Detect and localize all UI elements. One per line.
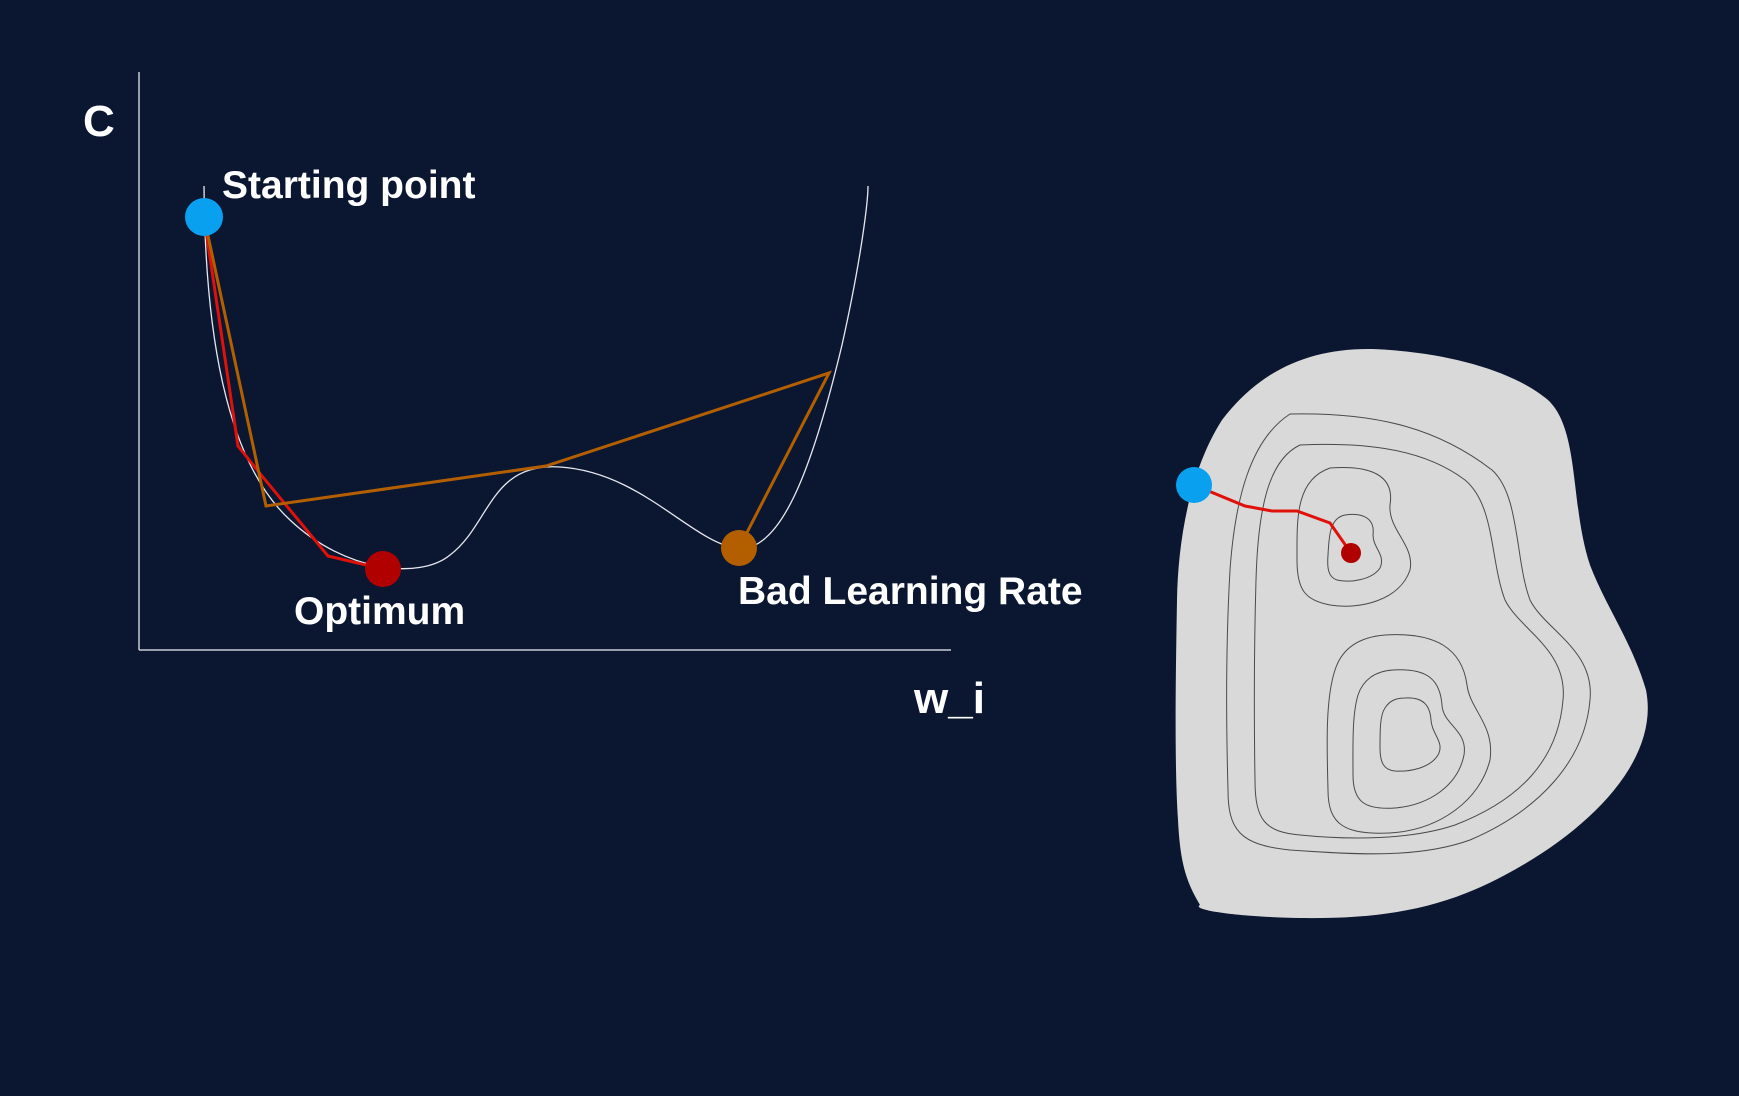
contour-ring bbox=[1327, 513, 1382, 582]
contour-ring bbox=[1226, 413, 1591, 855]
bad-learning-rate-marker bbox=[721, 530, 757, 566]
contour-ring bbox=[1296, 466, 1412, 607]
bad-learning-rate-label: Bad Learning Rate bbox=[738, 570, 1083, 613]
contour-ring bbox=[1326, 634, 1492, 834]
bad-learning-rate-path bbox=[202, 216, 833, 549]
good-learning-rate-path bbox=[202, 216, 384, 571]
cost-curve-panel: C w_i Starting point Optimum Bad Learnin… bbox=[83, 72, 1083, 723]
contour-ring bbox=[1379, 697, 1441, 772]
cost-curve bbox=[203, 185, 869, 570]
starting-point-label: Starting point bbox=[222, 164, 475, 207]
contour-start-marker bbox=[1176, 467, 1212, 503]
x-axis-label: w_i bbox=[913, 674, 985, 723]
contour-ring bbox=[1352, 669, 1465, 809]
contour-optimum-marker bbox=[1341, 543, 1361, 563]
contour-ring bbox=[1253, 443, 1564, 839]
starting-point-marker bbox=[185, 198, 223, 236]
optimum-marker bbox=[365, 551, 401, 587]
contour-descent-path bbox=[1193, 483, 1353, 554]
y-axis-label: C bbox=[83, 97, 115, 146]
contour-map-panel bbox=[1175, 348, 1648, 919]
contour-map-background bbox=[1175, 348, 1648, 919]
optimum-label: Optimum bbox=[294, 590, 465, 633]
